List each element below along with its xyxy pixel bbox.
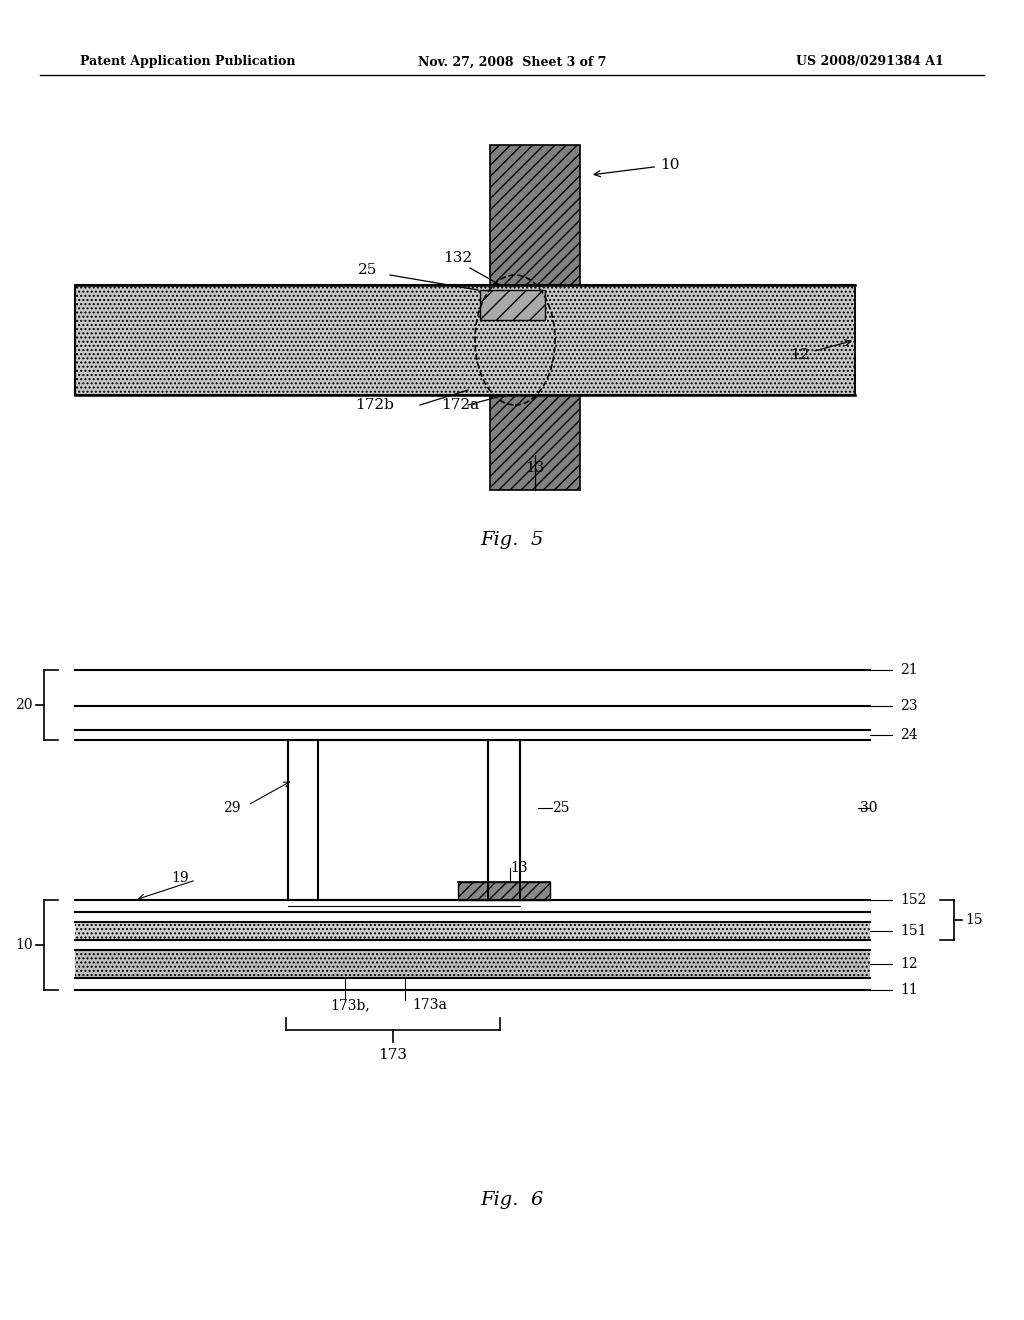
Text: 29: 29 bbox=[223, 801, 241, 814]
Text: 172b: 172b bbox=[355, 399, 394, 412]
Bar bbox=[458, 882, 550, 900]
Text: Fig.  6: Fig. 6 bbox=[480, 1191, 544, 1209]
Text: 12: 12 bbox=[790, 339, 851, 362]
Text: 152: 152 bbox=[900, 894, 927, 907]
Text: Nov. 27, 2008  Sheet 3 of 7: Nov. 27, 2008 Sheet 3 of 7 bbox=[418, 55, 606, 69]
Text: 10: 10 bbox=[594, 158, 680, 177]
Text: 25: 25 bbox=[358, 263, 378, 277]
Text: 151: 151 bbox=[900, 924, 927, 939]
Text: 23: 23 bbox=[900, 700, 918, 713]
Text: 12: 12 bbox=[900, 957, 918, 972]
Text: 19: 19 bbox=[171, 871, 188, 884]
Text: 132: 132 bbox=[443, 251, 472, 265]
Text: 24: 24 bbox=[900, 729, 918, 742]
Text: 20: 20 bbox=[15, 698, 33, 711]
Text: 30: 30 bbox=[860, 801, 878, 814]
Text: 15: 15 bbox=[965, 913, 983, 927]
Text: 21: 21 bbox=[900, 663, 918, 677]
Text: Patent Application Publication: Patent Application Publication bbox=[80, 55, 296, 69]
Text: 13: 13 bbox=[510, 861, 527, 875]
Text: 25: 25 bbox=[552, 801, 569, 814]
Bar bbox=[490, 145, 580, 285]
Text: 10: 10 bbox=[15, 939, 33, 952]
Text: 173: 173 bbox=[379, 1048, 408, 1063]
Bar bbox=[75, 285, 855, 395]
Bar bbox=[490, 395, 580, 490]
Text: 11: 11 bbox=[900, 983, 918, 997]
Text: 173a: 173a bbox=[413, 998, 447, 1012]
Text: 172a: 172a bbox=[441, 399, 479, 412]
Text: 13: 13 bbox=[525, 461, 545, 475]
Bar bbox=[75, 950, 870, 978]
Bar bbox=[75, 921, 870, 940]
Text: Fig.  5: Fig. 5 bbox=[480, 531, 544, 549]
Bar bbox=[480, 290, 545, 319]
Text: 173b,: 173b, bbox=[330, 998, 370, 1012]
Text: US 2008/0291384 A1: US 2008/0291384 A1 bbox=[797, 55, 944, 69]
